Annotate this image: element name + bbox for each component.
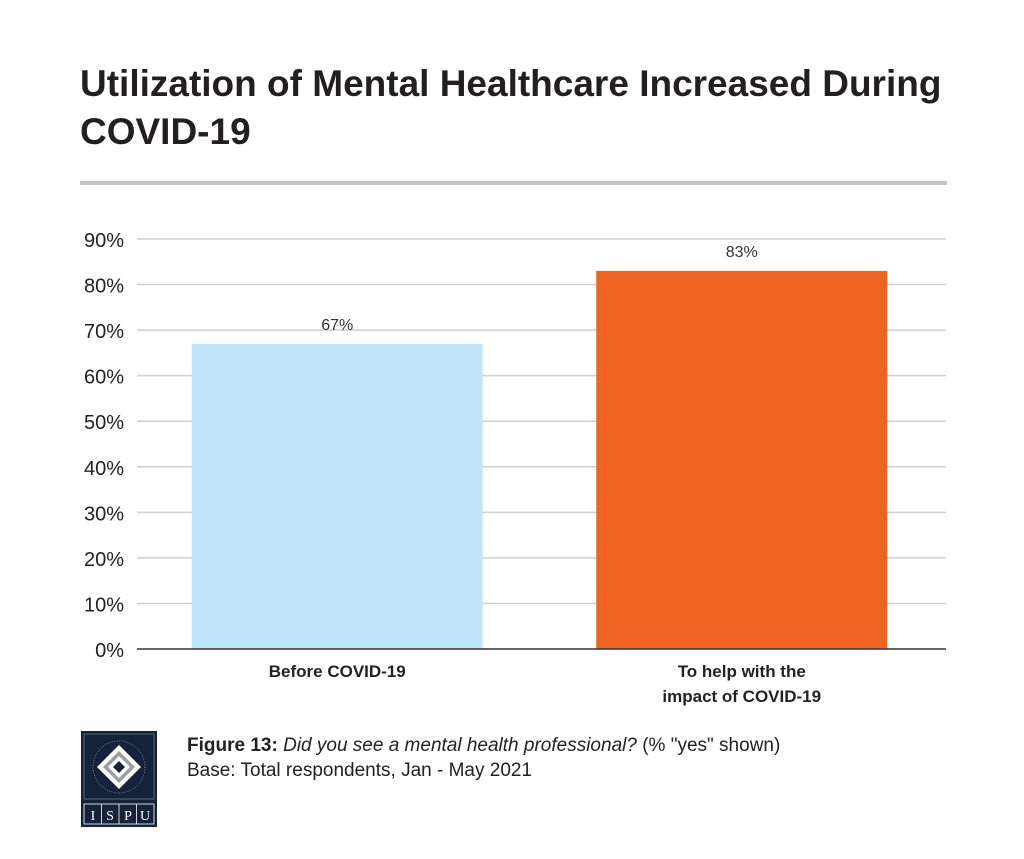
- y-tick-label: 50%: [84, 412, 124, 434]
- bar-chart: 0% 10% 20% 30% 40% 50% 60% 70% 80% 90% 67% Before C…: [84, 230, 946, 706]
- caption-note: (% "yes" shown): [642, 735, 781, 756]
- y-tick-label: 20%: [84, 549, 124, 571]
- svg-text:S: S: [106, 809, 114, 824]
- title-divider: [80, 181, 947, 185]
- y-tick-label: 60%: [84, 367, 124, 389]
- y-tick-label: 70%: [84, 321, 124, 343]
- figure-caption: Figure 13: Did you see a mental health p…: [187, 733, 780, 783]
- y-tick-label: 0%: [95, 640, 124, 662]
- figure-label: Figure 13:: [187, 735, 278, 756]
- svg-text:I: I: [91, 809, 96, 824]
- chart-title: Utilization of Mental Healthcare Increas…: [80, 63, 942, 152]
- y-tick-label: 90%: [84, 230, 124, 252]
- x-category-label: To help with the: [678, 662, 806, 681]
- bar: [596, 270, 888, 649]
- survey-question: Did you see a mental health professional…: [283, 735, 637, 756]
- x-category-label: impact of COVID-19: [662, 687, 821, 706]
- bar: [191, 343, 483, 649]
- data-label: 67%: [321, 317, 353, 334]
- caption-line-1: Figure 13: Did you see a mental health p…: [187, 733, 780, 758]
- y-tick-label: 30%: [84, 503, 124, 525]
- y-tick-label: 80%: [84, 276, 124, 298]
- y-tick-label: 40%: [84, 458, 124, 480]
- y-tick-label: 10%: [84, 594, 124, 616]
- svg-text:U: U: [140, 809, 150, 824]
- x-category-label: Before COVID-19: [269, 662, 406, 681]
- svg-text:P: P: [124, 809, 132, 824]
- data-label: 83%: [726, 244, 758, 261]
- caption-base: Base: Total respondents, Jan - May 2021: [187, 760, 533, 781]
